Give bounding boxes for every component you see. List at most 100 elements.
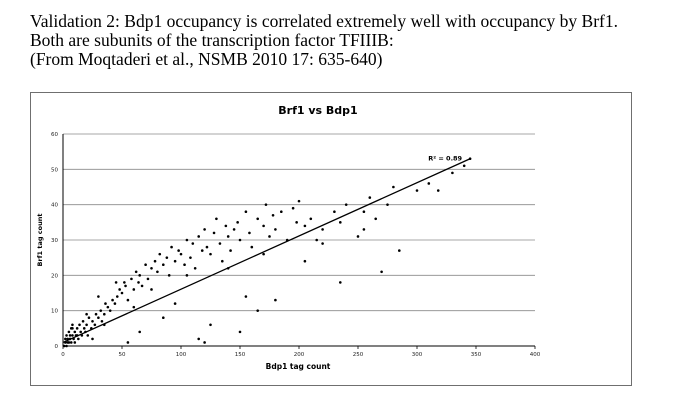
data-point	[427, 182, 431, 185]
caption-line-2: Both are subunits of the transcription f…	[30, 30, 394, 50]
y-tick-label: 0	[55, 344, 59, 350]
data-point	[97, 316, 100, 320]
data-point	[150, 288, 153, 291]
data-point	[339, 281, 342, 284]
data-point	[66, 337, 70, 341]
data-point	[118, 288, 121, 291]
data-point	[200, 249, 204, 252]
data-point	[103, 323, 106, 327]
x-tick-label: 150	[235, 352, 246, 358]
data-point	[137, 281, 140, 284]
data-point	[81, 319, 85, 323]
data-point	[309, 217, 313, 221]
data-point	[238, 330, 242, 334]
data-point	[362, 210, 366, 214]
data-point	[65, 334, 68, 337]
data-point	[162, 263, 165, 267]
chart-title: Brf1 vs Bdp1	[278, 104, 357, 117]
data-point	[150, 266, 153, 270]
x-tick-label: 300	[412, 352, 423, 358]
data-point	[99, 309, 103, 312]
data-point	[374, 217, 378, 221]
data-point	[132, 288, 136, 291]
caption-line-3: (From Moqtaderi et al., NSMB 2010 17: 63…	[30, 49, 383, 69]
data-point	[203, 341, 206, 344]
data-point	[124, 284, 127, 288]
data-point	[229, 249, 232, 252]
data-point	[130, 277, 133, 281]
data-point	[67, 341, 71, 344]
data-point	[126, 298, 130, 302]
data-point	[339, 221, 342, 224]
data-point	[303, 259, 307, 263]
data-point	[297, 199, 301, 203]
y-tick-label: 30	[51, 238, 58, 244]
r-squared-label: R² = 0.89	[428, 155, 462, 163]
data-point	[114, 281, 118, 284]
x-tick-label: 50	[119, 352, 126, 358]
caption-line-1: Validation 2: Bdp1 occupancy is correlat…	[30, 11, 619, 31]
data-point	[209, 252, 212, 256]
data-point	[203, 228, 206, 231]
data-point	[68, 334, 72, 337]
data-point	[138, 274, 141, 277]
data-point	[197, 235, 200, 238]
data-point	[274, 228, 277, 231]
data-point	[111, 298, 114, 302]
data-point	[162, 316, 165, 320]
data-point	[134, 270, 138, 274]
data-point	[468, 157, 472, 161]
grid-lines	[62, 133, 535, 347]
data-point	[140, 284, 144, 288]
data-point	[271, 213, 275, 217]
data-point	[167, 274, 171, 277]
data-point	[64, 337, 67, 341]
data-point	[138, 330, 141, 334]
data-point	[87, 316, 91, 320]
data-point	[103, 312, 106, 316]
data-point	[146, 277, 150, 281]
data-point	[295, 221, 298, 224]
x-tick-label: 0	[61, 352, 65, 358]
data-point	[392, 185, 395, 189]
chart-frame	[30, 92, 632, 386]
data-point	[193, 266, 197, 270]
trendline	[62, 158, 471, 344]
data-point	[123, 281, 126, 284]
data-point	[333, 210, 336, 214]
data-point	[250, 245, 254, 249]
data-point	[256, 217, 259, 221]
data-point	[344, 203, 348, 206]
y-tick-label: 50	[51, 167, 58, 173]
data-point	[232, 228, 236, 231]
trendline-group: R² = 0.89	[62, 155, 471, 344]
data-point	[221, 259, 224, 263]
data-point	[185, 238, 189, 242]
x-tick-label: 200	[294, 352, 305, 358]
data-point	[132, 305, 136, 309]
data-point	[209, 323, 212, 327]
data-point	[218, 242, 222, 245]
data-point	[80, 334, 84, 337]
data-point	[90, 327, 93, 330]
data-point	[73, 341, 77, 344]
data-point	[65, 344, 68, 348]
data-point	[64, 341, 67, 344]
data-point	[75, 334, 79, 337]
data-point	[173, 259, 177, 263]
data-point	[165, 256, 169, 259]
data-point	[238, 238, 242, 242]
y-tick-label: 20	[51, 273, 58, 279]
data-point	[451, 171, 454, 175]
data-point	[93, 323, 97, 327]
data-point	[115, 295, 119, 298]
data-point	[85, 312, 88, 316]
data-point	[398, 249, 401, 252]
data-point	[91, 319, 94, 323]
data-point	[303, 224, 307, 228]
data-point	[153, 259, 157, 263]
data-point	[226, 266, 230, 270]
data-point	[183, 263, 186, 267]
data-point	[280, 210, 283, 214]
data-point	[82, 327, 86, 330]
